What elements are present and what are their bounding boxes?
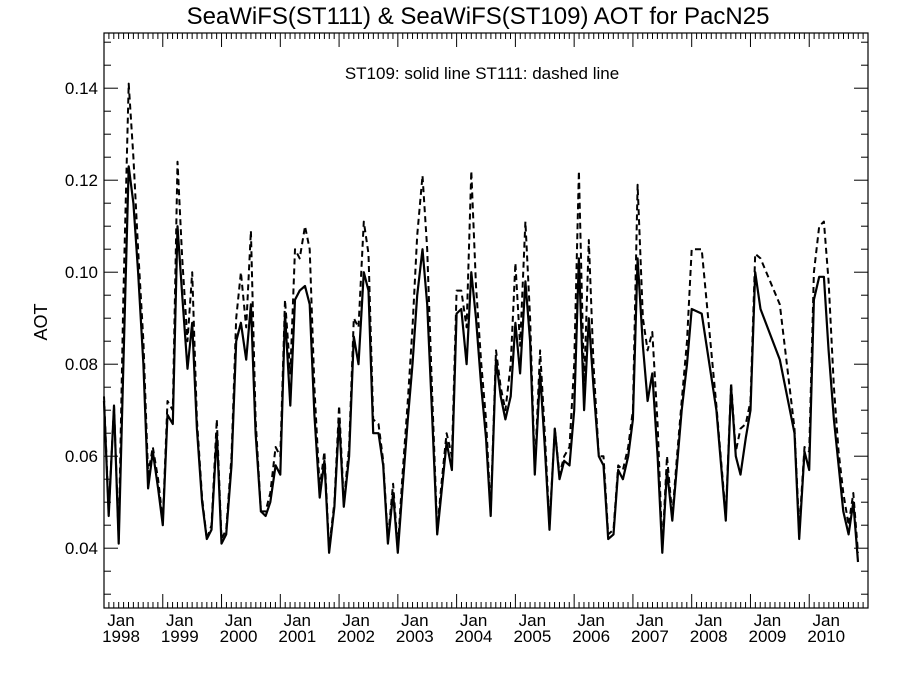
x-tick-label-month: Jan: [636, 611, 663, 630]
x-tick-label-month: Jan: [577, 611, 604, 630]
x-tick-label-month: Jan: [519, 611, 546, 630]
y-tick-label: 0.04: [65, 539, 98, 558]
x-tick-label-year: 2004: [455, 627, 493, 646]
x-tick-label-year: 2001: [278, 627, 316, 646]
chart-title: SeaWiFS(ST111) & SeaWiFS(ST109) AOT for …: [187, 3, 770, 30]
x-tick-label-year: 2009: [749, 627, 787, 646]
plot-area: 0.040.060.080.100.120.14Jan1998Jan1999Ja…: [65, 32, 869, 646]
y-tick-label: 0.08: [65, 355, 98, 374]
x-tick-label-month: Jan: [754, 611, 781, 630]
x-tick-label-year: 2003: [396, 627, 434, 646]
x-tick-label-month: Jan: [695, 611, 722, 630]
y-tick-label: 0.12: [65, 171, 98, 190]
x-tick-label-month: Jan: [225, 611, 252, 630]
x-tick-label-month: Jan: [284, 611, 311, 630]
series-legend-note: ST109: solid line ST111: dashed line: [345, 64, 619, 83]
x-tick-label-year: 2010: [807, 627, 845, 646]
y-tick-label: 0.10: [65, 263, 98, 282]
x-tick-label-month: Jan: [166, 611, 193, 630]
y-tick-label: 0.06: [65, 447, 98, 466]
series-line-st109: [102, 165, 860, 563]
x-tick-label-year: 2006: [572, 627, 610, 646]
series-line-st111: [103, 82, 859, 553]
x-tick-label-year: 2002: [337, 627, 375, 646]
x-tick-label-year: 2008: [690, 627, 728, 646]
x-tick-label-month: Jan: [813, 611, 840, 630]
y-tick-label: 0.14: [65, 79, 98, 98]
y-axis-label: AOT: [31, 303, 51, 340]
x-tick-label-month: Jan: [107, 611, 134, 630]
x-tick-label-year: 2007: [631, 627, 669, 646]
x-tick-label-year: 2005: [513, 627, 551, 646]
x-tick-label-year: 1998: [102, 627, 140, 646]
x-tick-label-year: 2000: [220, 627, 258, 646]
x-tick-label-year: 1999: [161, 627, 199, 646]
x-tick-label-month: Jan: [401, 611, 428, 630]
x-tick-label-month: Jan: [342, 611, 369, 630]
x-tick-label-month: Jan: [460, 611, 487, 630]
